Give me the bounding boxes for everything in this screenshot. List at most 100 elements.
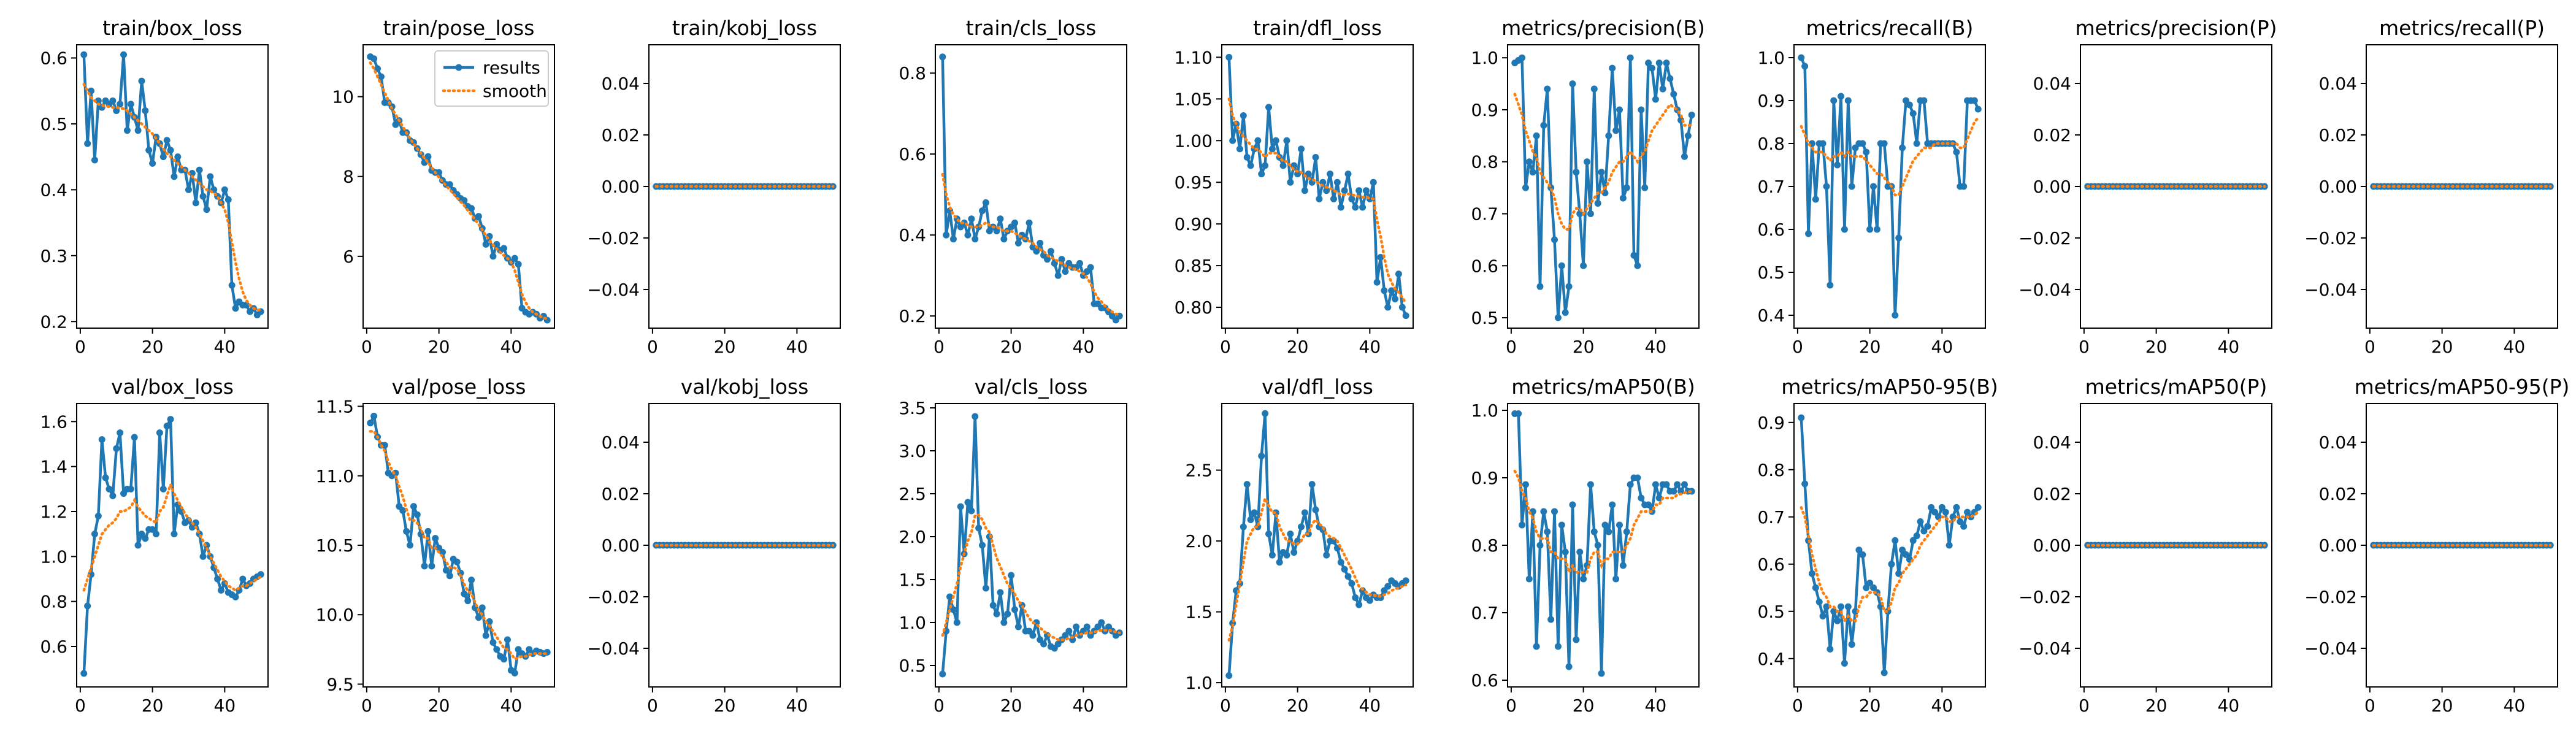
chart-6-xtick-label-2: 40: [1931, 337, 1953, 357]
chart-4-ytick-label-0: 0.80: [1175, 297, 1213, 318]
chart-4-results-point-11: [1265, 104, 1273, 111]
chart-4-results-point-48: [1398, 304, 1406, 311]
chart-9-results-point-6: [102, 474, 109, 481]
chart-14-results-point-47: [1681, 481, 1688, 488]
chart-9-results-point-38: [217, 586, 224, 594]
chart-9-results-point-24: [167, 416, 174, 423]
chart-13-results-point-4: [1240, 523, 1247, 531]
chart-9-series-results-line: [82, 418, 262, 674]
chart-4-results-point-20: [1298, 145, 1305, 153]
chart-6-xtick-label-0: 0: [1792, 337, 1803, 357]
chart-4-results-point-33: [1344, 171, 1352, 178]
chart-16-ytick-label-4: 0.04: [2033, 432, 2071, 453]
chart-5-results-point-23: [1594, 200, 1601, 207]
chart-9-results-point-13: [127, 485, 134, 493]
chart-12-results-point-19: [1008, 572, 1015, 579]
chart-8-ytick-label-2: 0.00: [2319, 177, 2357, 197]
chart-17-title: metrics/mAP50-95(P): [2355, 375, 2570, 399]
chart-3-xtick-label-1: 20: [1000, 337, 1022, 357]
chart-6-ytick-label-1: 0.5: [1757, 263, 1785, 283]
legend-smooth-label: smooth: [483, 81, 547, 101]
chart-6-ytick-label-2: 0.6: [1757, 220, 1785, 240]
chart-14-results-point-6: [1533, 643, 1540, 650]
chart-0-results-point-11: [120, 51, 128, 58]
chart-3-results-point-32: [1054, 272, 1062, 279]
chart-12-series-smooth-line: [941, 513, 1121, 642]
chart-5-results-point-4: [1525, 158, 1533, 166]
chart-14-results-point-35: [1638, 494, 1645, 502]
chart-5-series-smooth-line: [1513, 93, 1693, 231]
chart-3-results-point-1: [943, 231, 950, 239]
chart-3-results-point-8: [968, 215, 975, 223]
chart-5-results-point-49: [1688, 111, 1695, 118]
chart-0-series-smooth-line: [82, 83, 263, 312]
chart-1-results-point-19: [435, 169, 443, 176]
chart-0-results-point-35: [207, 173, 214, 180]
chart-6-results-point-4: [1812, 196, 1819, 203]
chart-0-panel: train/box_loss 0 20 40 0.2 0.3 0.4 0.5 0.6: [40, 16, 269, 357]
chart-10-results-point-32: [482, 632, 489, 639]
chart-1-axes-frame: [362, 44, 555, 329]
chart-13-results-point-7: [1251, 509, 1258, 516]
chart-6-ytick-label-0: 0.4: [1757, 305, 1785, 326]
chart-0-results-point-15: [134, 127, 142, 134]
chart-12-xtick-label-0: 0: [933, 696, 945, 716]
chart-9-results-point-15: [134, 542, 142, 549]
chart-14-results-point-15: [1565, 663, 1573, 670]
chart-15-results-point-33: [1917, 518, 1924, 525]
chart-7-xtick-label-0: 0: [2079, 337, 2090, 357]
chart-15-title: metrics/mAP50-95(B): [1781, 375, 1998, 399]
chart-4-results-point-12: [1268, 145, 1276, 153]
chart-8-ytick-label-4: 0.04: [2319, 74, 2357, 94]
chart-14-results-point-21: [1587, 481, 1594, 488]
chart-5-results-point-22: [1590, 85, 1598, 93]
chart-4-results-point-21: [1301, 187, 1308, 194]
chart-4-results-point-19: [1294, 171, 1301, 178]
chart-6-results-point-18: [1863, 148, 1870, 156]
legend: results smooth: [434, 50, 549, 107]
chart-17-panel: metrics/mAP50-95(P) 0 20 40 −0.04 −0.02 0.00 0.…: [2304, 375, 2569, 716]
chart-15-results-point-16: [1855, 546, 1863, 554]
chart-9-results-point-23: [163, 423, 171, 430]
chart-11-panel: val/kobj_loss 0 20 40 −0.04 −0.02 0.00 0.02 0.04: [587, 375, 841, 716]
chart-7-ytick-label-0: −0.04: [2018, 280, 2071, 300]
chart-5-results-point-43: [1666, 75, 1674, 82]
chart-3-results-point-29: [1043, 256, 1051, 263]
chart-1-ytick-label-1: 8: [343, 167, 354, 187]
chart-14-results-point-9: [1544, 528, 1551, 535]
chart-3-results-point-11: [979, 207, 986, 215]
chart-10-results-point-13: [413, 511, 421, 518]
chart-9-results-point-10: [117, 429, 124, 437]
chart-14-results-point-1: [1515, 410, 1522, 417]
chart-15-results-point-7: [1823, 603, 1830, 610]
chart-0-results-point-4: [94, 97, 102, 104]
chart-0-results-point-13: [127, 101, 134, 108]
legend-results-marker: [455, 64, 462, 71]
chart-0-results-point-41: [228, 282, 236, 289]
chart-5-results-point-34: [1634, 262, 1641, 269]
chart-15-results-point-45: [1960, 523, 1968, 530]
chart-4-results-point-46: [1392, 295, 1399, 302]
chart-12-ytick-label-0: 0.5: [899, 656, 926, 676]
chart-14-xtick-label-2: 40: [1645, 696, 1667, 716]
chart-6-ytick-label-6: 1.0: [1757, 48, 1785, 68]
chart-11-title: val/kobj_loss: [681, 375, 809, 399]
chart-5-results-point-31: [1623, 184, 1630, 191]
chart-9-xtick-label-1: 20: [142, 696, 164, 716]
chart-5-results-point-32: [1627, 54, 1634, 61]
chart-2-ytick-label-2: 0.00: [602, 177, 640, 197]
chart-3-results-point-12: [982, 199, 989, 206]
chart-4-results-point-6: [1247, 162, 1254, 169]
chart-3-title: train/cls_loss: [966, 16, 1097, 40]
chart-0-results-point-1: [84, 140, 91, 147]
chart-3-xtick-label-2: 40: [1073, 337, 1095, 357]
chart-8-title: metrics/recall(P): [2379, 16, 2545, 40]
chart-1-series-smooth-line: [369, 61, 549, 321]
chart-5-panel: metrics/precision(B) 0 20 40 0.5 0.6 0.7 0.8 0.9…: [1471, 16, 1704, 357]
chart-9-results-point-4: [94, 512, 102, 519]
chart-14-ytick-label-4: 1.0: [1471, 401, 1498, 421]
chart-6-ytick-label-5: 0.9: [1757, 91, 1785, 111]
chart-15-ytick-label-2: 0.6: [1757, 554, 1785, 575]
chart-3-results-point-20: [1011, 219, 1019, 226]
chart-9-results-point-1: [84, 602, 91, 610]
